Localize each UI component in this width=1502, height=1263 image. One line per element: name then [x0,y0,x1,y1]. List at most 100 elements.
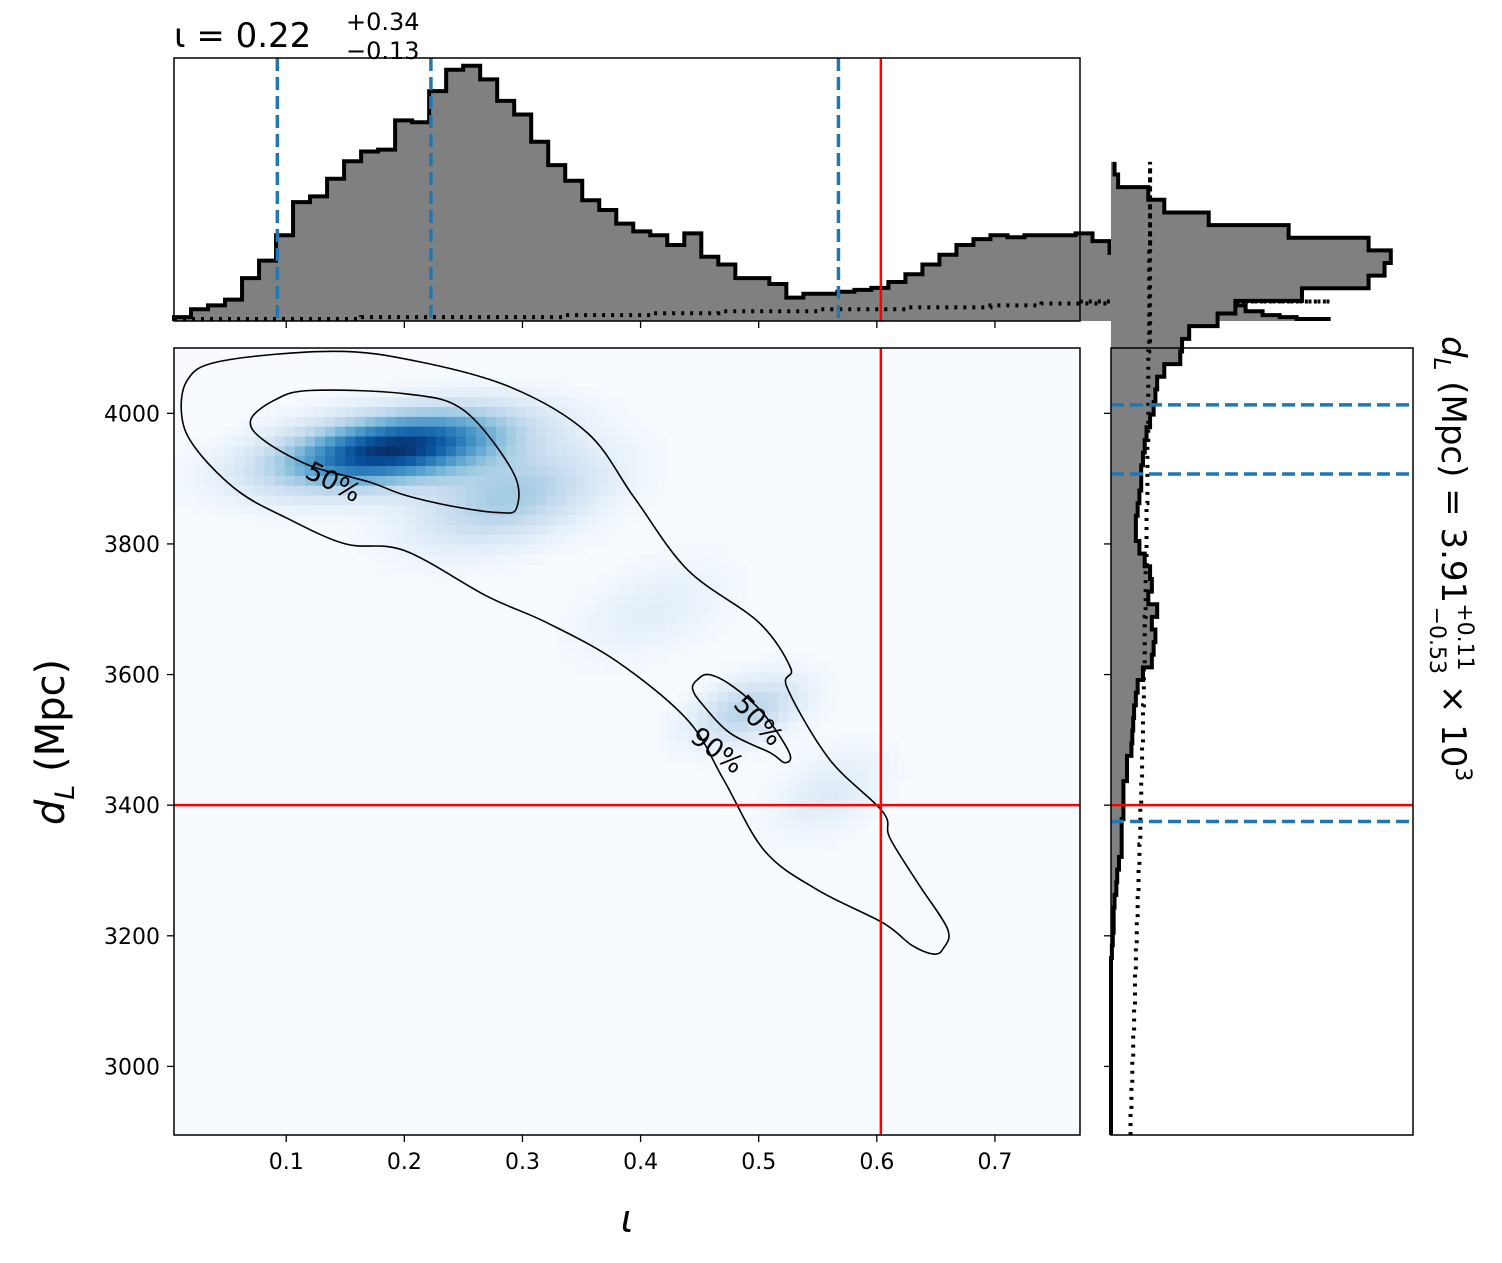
heatmap-cell [486,466,497,477]
heatmap-cell [707,672,719,684]
heatmap-cell [818,830,829,841]
heatmap-cell [516,485,527,497]
heatmap-cell [808,672,819,684]
heatmap-cell [727,593,739,605]
heatmap-cell [385,544,397,556]
heatmap-cell [818,780,829,792]
heatmap-cell [747,702,759,713]
heatmap-cell [647,593,658,605]
heatmap-cell [788,751,799,762]
heatmap-cell [526,495,537,506]
heatmap-cell [365,407,376,418]
heatmap-cell [747,682,759,693]
heatmap-cell [294,446,306,457]
heatmap-cell [727,692,739,703]
heatmap-cell [294,515,306,526]
heatmap-cell [486,534,497,546]
heatmap-cell [788,672,799,684]
heatmap-cell [516,466,527,477]
heatmap-cell [496,407,507,418]
heatmap-cell [274,436,286,447]
heatmap-cell [616,643,628,654]
heatmap-cell [637,475,648,487]
heatmap-cell [254,426,266,438]
heatmap-cell [828,682,839,693]
heatmap-cell [808,692,819,703]
heatmap-cell [808,702,819,713]
heatmap-cell [747,721,759,733]
heatmap-cell [526,446,537,457]
heatmap-cell [757,692,769,703]
heatmap-cell [345,534,356,546]
heatmap-cell [445,475,457,487]
heatmap-cell [385,426,397,438]
heatmap-cell [455,446,467,457]
heatmap-cell [254,416,266,428]
heatmap-cell [224,475,235,487]
heatmap-cell [667,633,678,644]
heatmap-cell [888,790,900,802]
heatmap-cell [566,475,578,487]
heatmap-cell [304,466,316,477]
heatmap-cell [788,771,799,782]
heatmap-cell [234,456,246,467]
heatmap-cell [214,475,225,487]
heatmap-cell [375,446,386,457]
heatmap-cell [345,387,356,398]
contour-90-percent [180,350,950,955]
heatmap-cell [385,554,397,566]
heatmap-cell [737,593,749,605]
heatmap-cell [274,407,286,418]
heatmap-cell [355,416,366,428]
heatmap-cell [757,751,769,762]
heatmap-cell [586,446,598,457]
heatmap-cell [506,436,517,447]
heatmap-cell [274,505,286,516]
heatmap-cell [707,731,719,743]
heatmap-cell [355,387,366,398]
heatmap-cell [405,495,417,506]
heatmap-cell [868,810,880,821]
heatmap-cell [465,446,477,457]
heatmap-cell [707,574,719,585]
heatmap-cell [455,544,467,556]
heatmap-cell [747,751,759,762]
heatmap-cell [415,466,427,477]
heatmap-cell [637,436,648,447]
heatmap-cell [184,456,195,467]
heatmap-cell [455,495,467,506]
heatmap-cell [556,416,568,428]
heatmap-cell [596,525,608,536]
heatmap-cell [757,741,769,752]
heatmap-cell [516,456,527,467]
heatmap-cell [395,426,407,438]
iota-title-sup: +0.34 [346,8,420,36]
heatmap-cell [294,407,306,418]
heatmap-cell [476,377,487,388]
heatmap-cell [536,407,548,418]
heatmap-cell [637,505,648,516]
heatmap-cell [274,426,286,438]
heatmap-cell [264,515,276,526]
heatmap-cell [798,672,809,684]
heatmap-cell [355,485,366,497]
heatmap-cell [294,397,306,408]
heatmap-cell [868,731,880,743]
heatmap-cell [395,485,407,497]
heatmap-cell [627,485,638,497]
heatmap-cell [788,711,799,723]
heatmap-cell [767,830,779,841]
heatmap-cell [415,475,427,487]
heatmap-cell [415,495,427,506]
heatmap-cell [385,416,397,428]
heatmap-cell [747,820,759,831]
heatmap-cell [546,475,558,487]
heatmap-cell [667,741,678,752]
heatmap-cell [506,564,517,575]
heatmap-cell [717,593,729,605]
heatmap-cell [717,623,729,634]
heatmap-cell [335,446,346,457]
heatmap-cell [637,633,648,644]
heatmap-cell [647,466,658,477]
heatmap-cell [697,721,709,733]
